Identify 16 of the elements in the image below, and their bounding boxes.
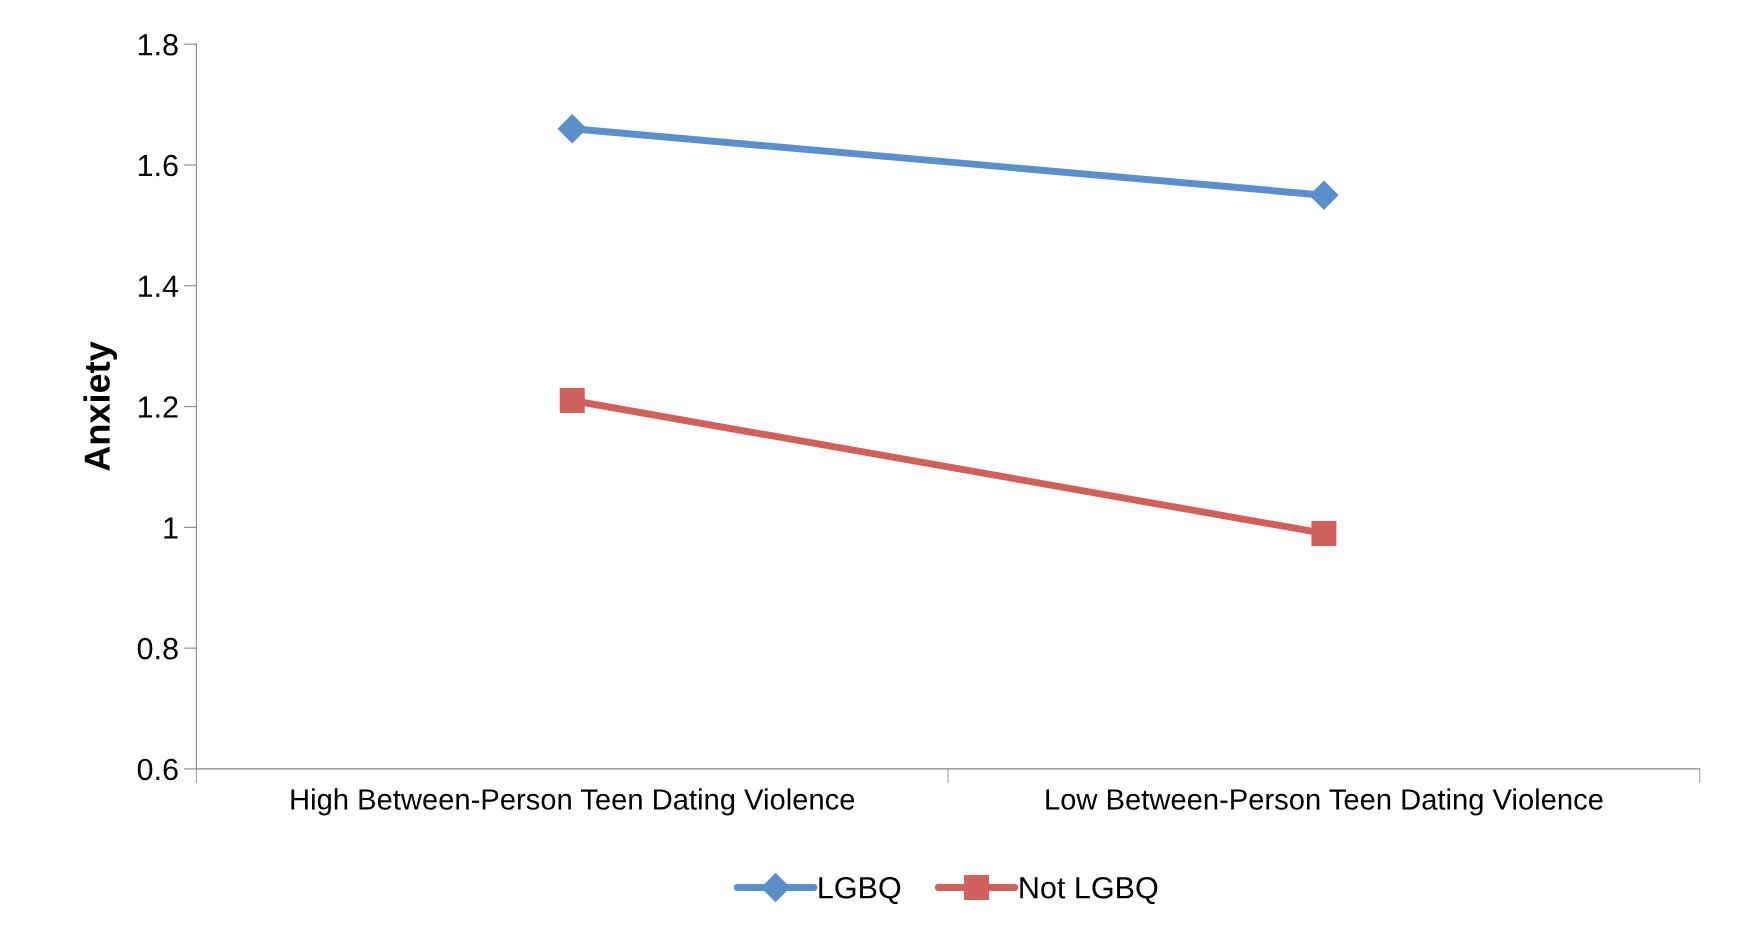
point <box>559 388 585 414</box>
legend-label: LGBQ <box>819 876 901 905</box>
x-tick-label: Low Between-Person Teen Dating Violence <box>1046 788 1603 816</box>
y-tick-label: 1.8 <box>138 33 178 56</box>
point <box>1311 520 1337 546</box>
y-tick-label: 1.2 <box>138 396 178 418</box>
x-tick-label: High Between-Person Teen Dating Violence <box>291 788 855 816</box>
y-tick-label: 1.6 <box>138 154 178 177</box>
y-tick-label: 1.4 <box>138 275 179 297</box>
point <box>557 114 587 144</box>
y-axis-title: Anxiety <box>83 341 118 471</box>
legend-label: Not LGBQ <box>1020 876 1158 905</box>
y-tick-label: 1 <box>164 517 178 539</box>
point <box>1309 180 1339 210</box>
y-tick-label: 0.6 <box>137 758 178 781</box>
y-tick-label: 0.8 <box>137 637 178 660</box>
